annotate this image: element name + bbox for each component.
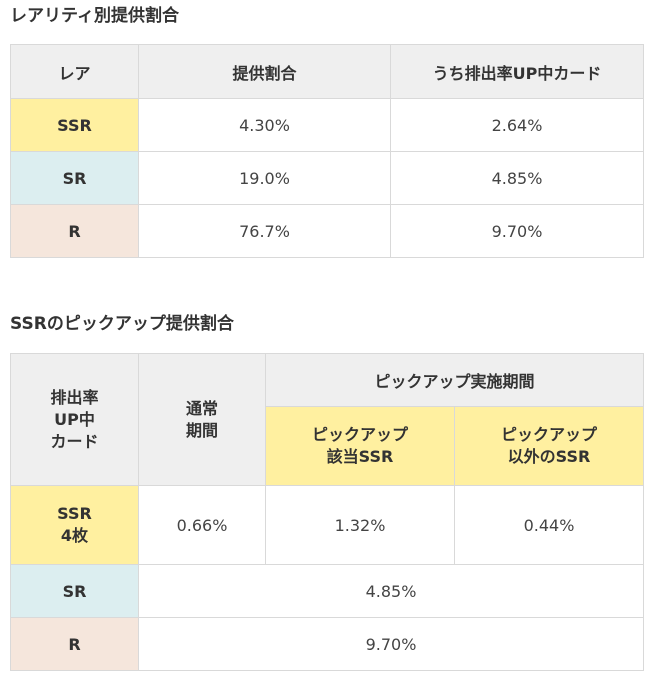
rate-cell: 76.7% — [138, 204, 391, 258]
header-rate: 提供割合 — [138, 44, 391, 99]
rarity-label-sr: SR — [10, 564, 139, 618]
header-pickup-target: ピックアップ 該当SSR — [265, 406, 455, 486]
table-header-row: 排出率 UP中 カード 通常 期間 ピックアップ実施期間 — [10, 353, 645, 486]
up-rate-cell: 4.85% — [390, 151, 644, 205]
rarity-label-line: SSR — [57, 504, 92, 523]
table-row: SSR 4枚 0.66% 1.32% 0.44% — [10, 485, 645, 565]
rate-cell: 4.30% — [138, 98, 391, 152]
header-pickup-other-line: 以外のSSR — [507, 447, 591, 466]
header-up-rate: うち排出率UP中カード — [390, 44, 644, 99]
header-up-card-line: カード — [50, 431, 99, 451]
pickup-other-rate-cell: 0.44% — [453, 485, 645, 565]
header-up-card-line: 排出率 — [50, 387, 99, 407]
header-pickup-target-line: 該当SSR — [326, 447, 394, 466]
header-normal-period: 通常 期間 — [138, 353, 266, 486]
rarity-label-r: R — [10, 617, 139, 671]
rarity-label-ssr: SSR 4枚 — [10, 485, 139, 565]
header-pickup-other-line: ピックアップ — [501, 425, 598, 444]
rarity-label-r: R — [10, 204, 139, 258]
r-rate-cell: 9.70% — [137, 617, 645, 671]
pickup-rate-table: 排出率 UP中 カード 通常 期間 ピックアップ実施期間 ピックアップ 該当SS… — [10, 353, 645, 671]
table-row: R 9.70% — [10, 617, 645, 671]
table-header-row: ピックアップ 該当SSR ピックアップ 以外のSSR — [11, 406, 645, 486]
section-title-rarity: レアリティ別提供割合 — [10, 6, 179, 26]
rarity-label-line: 4枚 — [60, 526, 89, 545]
rarity-label-ssr: SSR — [10, 98, 139, 152]
table-row: SR 19.0% 4.85% — [10, 151, 644, 205]
table-row: SR 4.85% — [10, 564, 645, 618]
up-rate-cell: 9.70% — [390, 204, 644, 258]
header-pickup-period: ピックアップ実施期間 — [264, 353, 645, 407]
header-rarity: レア — [10, 44, 139, 99]
header-pickup-other: ピックアップ 以外のSSR — [453, 406, 645, 486]
header-up-card-line: UP中 — [54, 409, 95, 429]
normal-rate-cell: 0.66% — [138, 485, 266, 565]
table-row: R 76.7% 9.70% — [10, 204, 644, 258]
rarity-label-sr: SR — [10, 151, 139, 205]
table-header-row: レア 提供割合 うち排出率UP中カード — [10, 44, 644, 99]
header-pickup-target-line: ピックアップ — [311, 425, 408, 444]
header-up-card: 排出率 UP中 カード — [10, 353, 139, 486]
rate-cell: 19.0% — [138, 151, 391, 205]
header-normal-period-line: 通常 — [185, 398, 218, 418]
up-rate-cell: 2.64% — [390, 98, 644, 152]
table-row: SSR 4.30% 2.64% — [10, 98, 644, 152]
header-normal-period-line: 期間 — [185, 420, 218, 440]
sr-rate-cell: 4.85% — [137, 564, 645, 618]
pickup-target-rate-cell: 1.32% — [265, 485, 455, 565]
rarity-rate-table: レア 提供割合 うち排出率UP中カード SSR 4.30% 2.64% SR 1… — [10, 44, 644, 258]
section-title-pickup: SSRのピックアップ提供割合 — [10, 314, 234, 334]
